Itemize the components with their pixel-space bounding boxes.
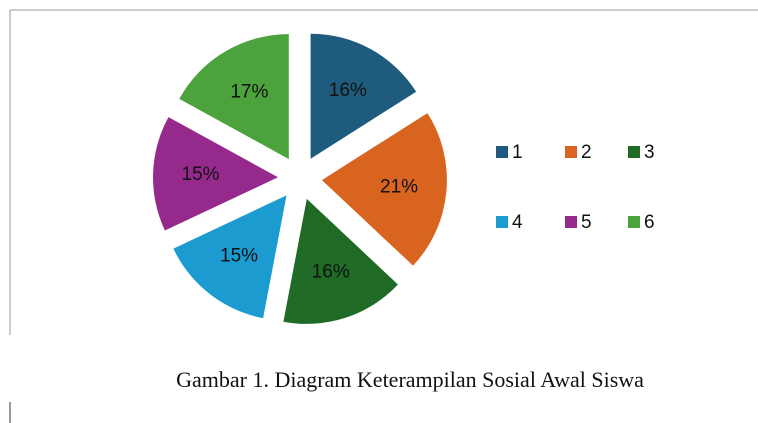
pie-slice (310, 33, 417, 159)
value-label: 15% (220, 246, 258, 267)
pie-slice (173, 195, 287, 319)
legend-swatch (628, 146, 640, 158)
legend-label: 3 (644, 142, 655, 163)
legend-swatch (565, 146, 577, 158)
legend-swatch (565, 216, 577, 228)
legend-swatch (496, 146, 508, 158)
pie-slice (321, 113, 447, 266)
legend-swatch (628, 216, 640, 228)
pie-slice (179, 34, 289, 160)
legend-label: 1 (512, 142, 523, 163)
value-label: 16% (329, 80, 367, 101)
legend-label: 6 (644, 212, 655, 233)
legend-label: 2 (581, 142, 592, 163)
legend-swatch (496, 216, 508, 228)
caption: Gambar 1. Diagram Keterampilan Sosial Aw… (176, 367, 644, 392)
value-label: 21% (380, 176, 418, 197)
legend-label: 4 (512, 212, 523, 233)
legend-label: 5 (581, 212, 592, 233)
pie-slice (283, 198, 398, 324)
value-label: 17% (230, 81, 268, 102)
pie-slice (153, 117, 279, 231)
value-label: 16% (312, 262, 350, 283)
value-label: 15% (182, 164, 220, 185)
